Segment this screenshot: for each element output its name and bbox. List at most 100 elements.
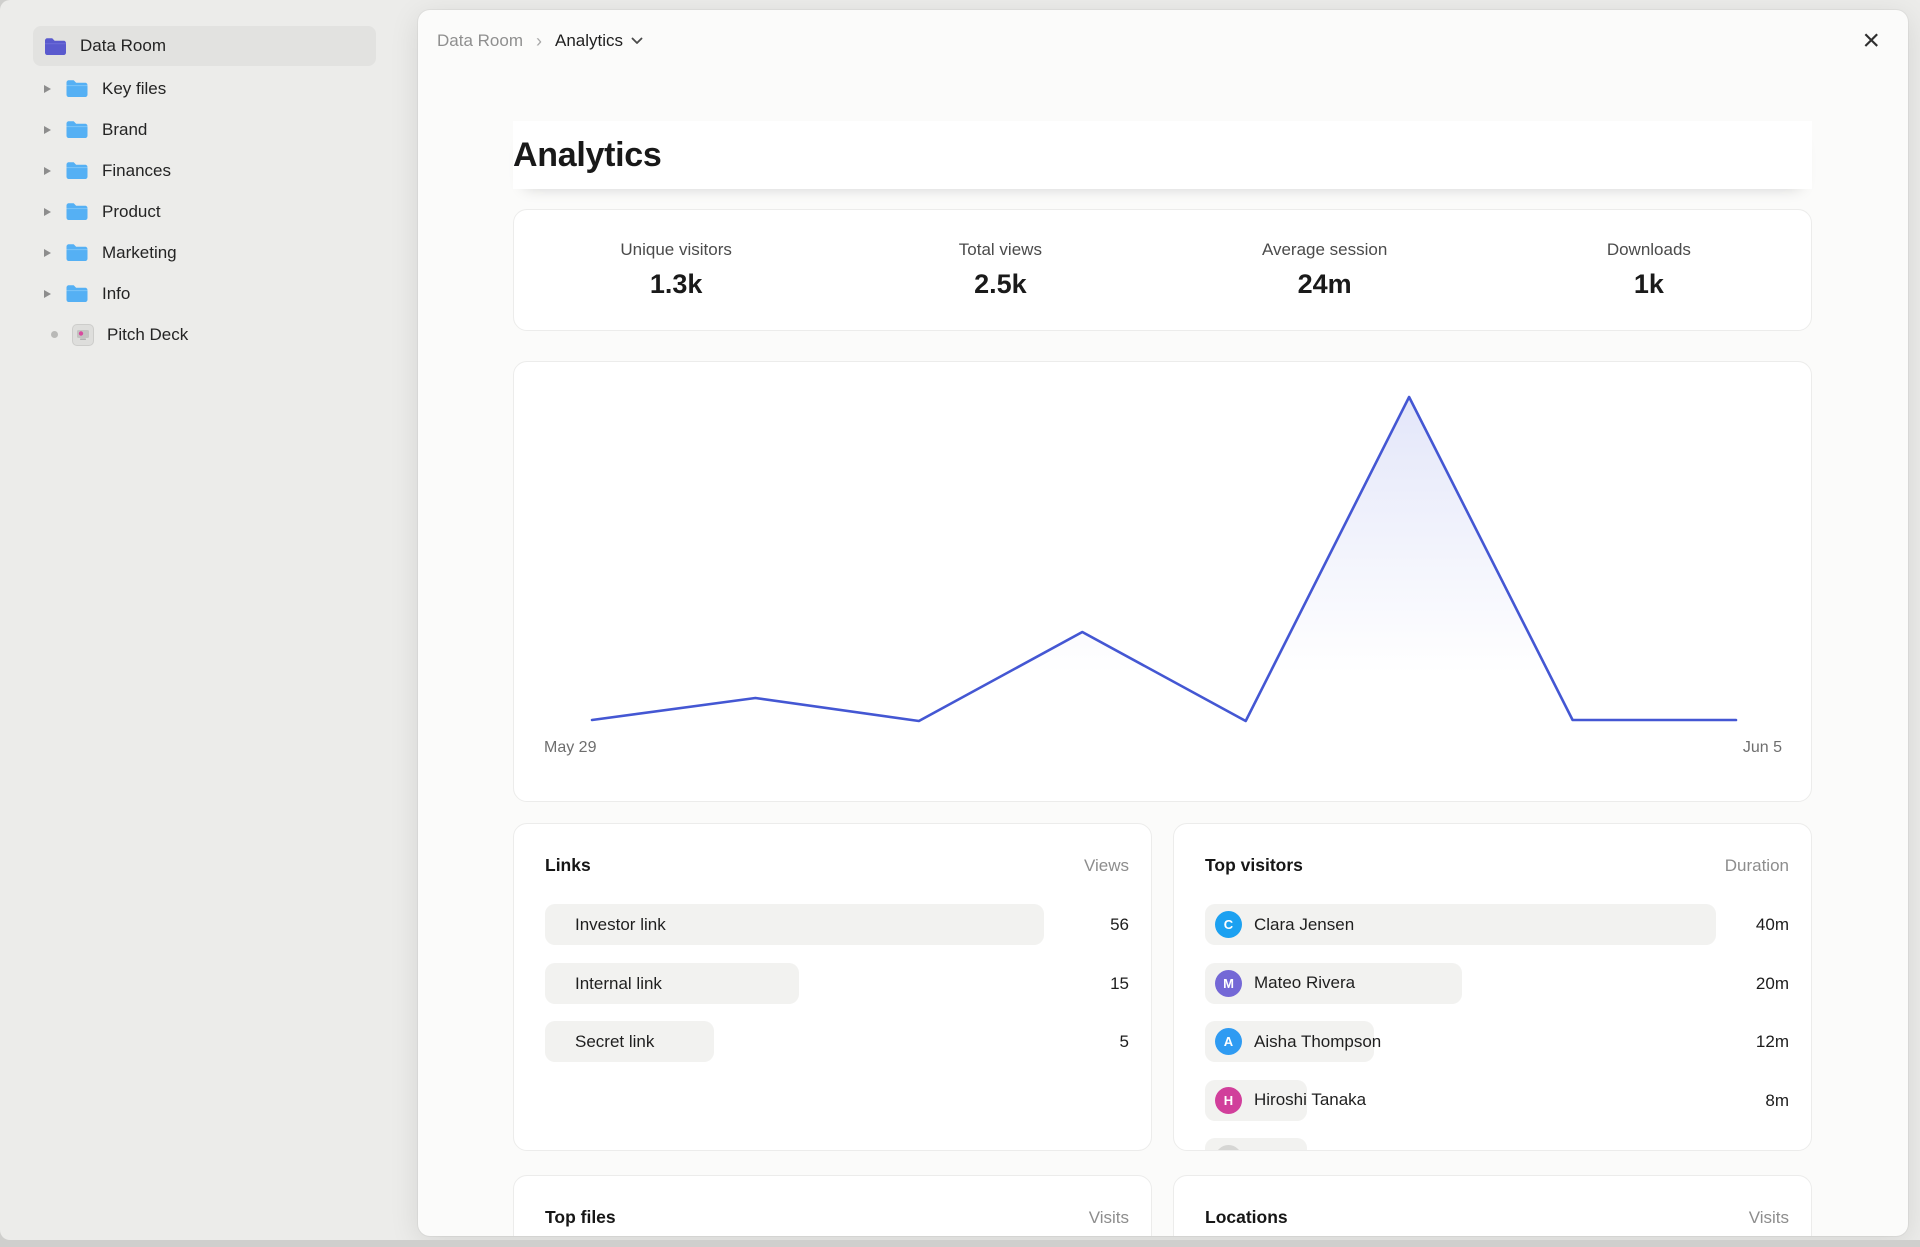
visitor-row[interactable]: A Aisha Thompson 12m: [1205, 1021, 1789, 1062]
visitor-identity: A Aisha Thompson: [1215, 1021, 1381, 1062]
visitor-name: Clara Jensen: [1254, 914, 1355, 934]
disclosure-triangle-icon[interactable]: [44, 166, 51, 175]
disclosure-triangle-icon[interactable]: [44, 248, 51, 257]
link-row[interactable]: Internal link 15: [545, 962, 1129, 1004]
visitor-duration-value: 20m: [1755, 973, 1789, 993]
stat-value: 2.5k: [974, 269, 1027, 299]
sidebar-item-pitch-deck[interactable]: Pitch Deck: [0, 314, 418, 355]
views-bar: [545, 1021, 715, 1062]
stat-downloads: Downloads 1k: [1487, 210, 1811, 330]
locations-card: Locations Visits: [1173, 1175, 1812, 1236]
link-row[interactable]: Investor link 56: [545, 904, 1129, 945]
sidebar-item-label: Product: [102, 201, 161, 221]
sidebar-item-info[interactable]: Info: [0, 273, 418, 314]
close-icon[interactable]: ×: [1856, 24, 1886, 58]
locations-card-title: Locations: [1205, 1207, 1288, 1227]
visitor-duration-value: 12m: [1755, 1032, 1789, 1051]
visitor-row[interactable]: H Hiroshi Tanaka 8m: [1205, 1079, 1789, 1121]
sidebar-item-data-room[interactable]: Data Room: [33, 26, 376, 66]
links-card: Links Views Investor link 56 Internal link…: [513, 823, 1152, 1151]
stat-value: 1.3k: [649, 269, 703, 299]
breadcrumb-current[interactable]: Analytics: [555, 31, 643, 51]
sidebar-item-brand[interactable]: Brand: [0, 109, 418, 150]
visitor-name: Hiroshi Tanaka: [1254, 1090, 1367, 1109]
stats-card: Unique visitors 1.3k Total views 2.5k Av…: [513, 209, 1812, 331]
views-bar: [545, 962, 800, 1004]
sidebar-item-label: Info: [102, 283, 131, 303]
panel-topbar: Data Room › Analytics ×: [418, 10, 1908, 72]
breadcrumb-separator-icon: ›: [535, 30, 542, 51]
stat-label: Unique visitors: [620, 240, 732, 259]
visitor-identity: M Mateo Rivera: [1215, 963, 1355, 1004]
breadcrumb-parent[interactable]: Data Room: [437, 31, 523, 50]
chart-line: [590, 395, 1738, 723]
link-views-value: 56: [1110, 915, 1129, 934]
folder-icon: [66, 80, 88, 97]
visitors-card-header: Top visitors Duration: [1174, 824, 1811, 876]
avatar: M: [1215, 969, 1242, 997]
folder-icon: [66, 285, 88, 302]
avatar: [1215, 1145, 1242, 1150]
stat-value: 24m: [1297, 269, 1352, 299]
analytics-peek-panel: Data Room › Analytics × Analytics Unique…: [418, 10, 1908, 1236]
sidebar-item-key-files[interactable]: Key files: [0, 68, 418, 109]
sidebar-item-label: Key files: [102, 78, 167, 98]
avatar: H: [1215, 1086, 1242, 1114]
visitors-card-title: Top visitors: [1205, 855, 1303, 875]
line-chart-svg: [590, 395, 1738, 723]
stat-label: Downloads: [1606, 240, 1691, 259]
top-files-card-title: Top files: [545, 1207, 616, 1227]
visitor-identity: C Clara Jensen: [1215, 904, 1354, 945]
breadcrumb-current-label: Analytics: [554, 31, 624, 50]
link-row[interactable]: Secret link 5: [545, 1021, 1129, 1062]
disclosure-triangle-icon[interactable]: [44, 84, 51, 93]
folder-icon: [66, 244, 88, 261]
disclosure-triangle-icon[interactable]: [44, 207, 51, 216]
chevron-down-icon: [631, 37, 643, 44]
visitor-identity: [1215, 1138, 1254, 1150]
top-files-card-unit: Visits: [1088, 1207, 1129, 1227]
links-rows: Investor link 56 Internal link 15 Secret lin…: [545, 904, 1129, 1080]
folder-icon: [66, 203, 88, 220]
link-views-value: 15: [1110, 973, 1129, 993]
top-files-card-header: Top files Visits: [514, 1176, 1151, 1228]
sidebar-item-finances[interactable]: Finances: [0, 150, 418, 191]
folder-icon: [66, 121, 88, 138]
sidebar-item-product[interactable]: Product: [0, 191, 418, 232]
disclosure-triangle-icon[interactable]: [44, 289, 51, 298]
stat-value: 1k: [1633, 269, 1664, 299]
x-axis-tick-end: Jun 5: [1742, 739, 1782, 756]
disclosure-triangle-icon[interactable]: [44, 125, 51, 134]
sidebar-item-label: Marketing: [102, 242, 177, 262]
sidebar-folder-list: Key files Brand Finances Product Marketing In…: [0, 68, 418, 314]
sidebar-item-label: Brand: [102, 119, 148, 139]
folder-icon: [45, 37, 66, 55]
link-label: Internal link: [575, 973, 662, 993]
visitor-rows: C Clara Jensen 40m M Mateo Rivera 20m A Aisha T…: [1205, 904, 1789, 1150]
visitor-name: Aisha Thompson: [1254, 1031, 1382, 1051]
chart-area-fill: [592, 397, 1736, 722]
visitor-row[interactable]: C Clara Jensen 40m: [1205, 904, 1789, 945]
stat-label: Average session: [1261, 240, 1388, 259]
avatar: A: [1215, 1028, 1242, 1055]
page-header: Analytics: [513, 121, 1812, 189]
sidebar-item-marketing[interactable]: Marketing: [0, 232, 418, 273]
pitch-deck-file-icon: [72, 323, 94, 346]
visitor-row[interactable]: [1205, 1138, 1789, 1150]
views-line-chart: May 29 Jun 5: [513, 361, 1812, 802]
visitors-card-unit: Duration: [1724, 855, 1789, 875]
stat-label: Total views: [958, 240, 1042, 259]
locations-card-unit: Visits: [1748, 1207, 1789, 1227]
stat-average-session: Average session 24m: [1163, 210, 1487, 330]
visitor-row[interactable]: M Mateo Rivera 20m: [1205, 962, 1789, 1004]
folder-icon: [66, 162, 88, 179]
visitor-duration-value: 8m: [1765, 1090, 1789, 1110]
links-card-unit: Views: [1083, 855, 1129, 875]
breadcrumb: Data Room › Analytics: [437, 31, 643, 52]
top-visitors-card: Top visitors Duration C Clara Jensen 40m M M…: [1173, 823, 1812, 1151]
locations-card-header: Locations Visits: [1174, 1176, 1811, 1228]
links-card-title: Links: [545, 855, 591, 875]
duration-bar: [1205, 904, 1716, 945]
top-files-card: Top files Visits: [513, 1175, 1152, 1236]
